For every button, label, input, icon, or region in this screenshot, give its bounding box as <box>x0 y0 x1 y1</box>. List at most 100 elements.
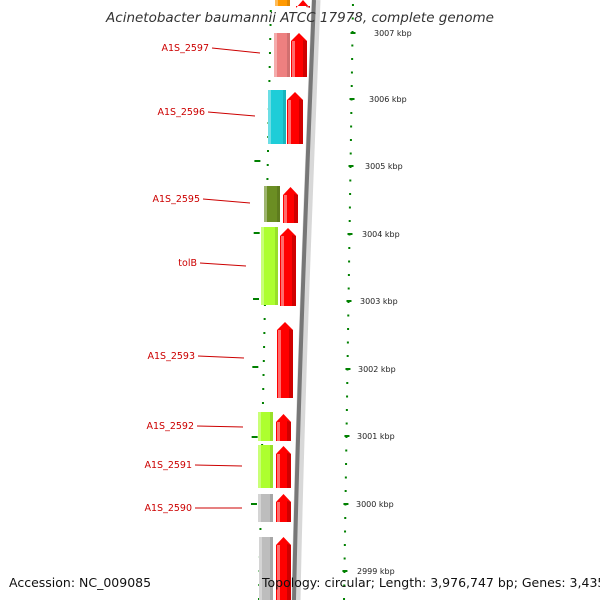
scale-minor-tick <box>346 395 349 398</box>
scale-label-3003: 3003 kbp <box>360 297 398 306</box>
scale-label-3000: 3000 kbp <box>356 500 394 509</box>
gene-block-a1s-2595-highlight <box>264 186 267 222</box>
scale-label-3004: 3004 kbp <box>362 230 400 239</box>
gene-block-a1s-2592 <box>258 412 273 441</box>
gene-block-a1s-2591-shade <box>270 445 273 488</box>
gene-block-a1s-2596-highlight <box>268 90 271 144</box>
feature-major-tick <box>254 160 261 162</box>
label-leader-1 <box>207 111 256 117</box>
gene-label-a1s-2596: A1S_2596 <box>158 107 206 118</box>
gene-block-a1s-2597 <box>274 33 290 77</box>
scale-minor-tick <box>345 449 348 452</box>
cds-arrow-top-shade <box>306 6 310 8</box>
gene-label-a1s-2590: A1S_2590 <box>145 503 193 514</box>
scale-minor-tick <box>344 517 347 519</box>
scale-minor-tick <box>350 85 353 87</box>
feature-tick <box>269 38 272 40</box>
scale-minor-tick <box>350 112 353 114</box>
gene-label-a1s-2592: A1S_2592 <box>147 421 195 432</box>
gene-block-top-shade <box>287 0 290 6</box>
label-leaders <box>194 47 261 509</box>
gene-label-a1s-2597: A1S_2597 <box>162 43 210 54</box>
cds-arrow-a1s-2593-highlight <box>278 330 281 398</box>
gene-label-a1s-2595: A1S_2595 <box>153 194 201 205</box>
gene-block-top-highlight <box>275 0 278 6</box>
label-leader-6 <box>194 464 243 467</box>
scale-label-3006: 3006 kbp <box>369 95 407 104</box>
cds-arrow-a1s-2591-highlight <box>277 454 280 488</box>
gene-block-a1s-2596-shade <box>283 90 286 144</box>
gene-label-a1s-2593: A1S_2593 <box>148 351 196 362</box>
scale-minor-tick <box>351 58 354 60</box>
gene-block-tolb <box>261 227 278 305</box>
feature-tick <box>262 374 265 376</box>
gene-block-a1s-2597-shade <box>287 33 290 77</box>
scale-minor-tick <box>349 152 352 155</box>
scale-minor-tick <box>343 557 346 560</box>
scale-minor-tick <box>349 139 352 141</box>
label-leader-5 <box>196 425 244 428</box>
cds-arrow-a1s-2595-highlight <box>284 195 287 223</box>
scale-minor-tick <box>350 71 353 74</box>
feature-tick <box>267 150 269 152</box>
scale-major-tick <box>348 165 354 167</box>
scale-major-tick <box>344 435 350 437</box>
gene-label-a1s-2591: A1S_2591 <box>145 460 193 471</box>
accession-text: Accession: NC_009085 <box>9 575 152 590</box>
scale-major-tick <box>345 368 351 370</box>
feature-major-tick <box>253 298 260 300</box>
cds-arrow-a1s-2593-shade <box>289 329 293 398</box>
gene-labels: A1S_2597 A1S_2596 A1S_2595 tolB A1S_2593… <box>145 43 210 514</box>
feature-tick <box>263 346 266 348</box>
scale-minor-tick <box>345 463 348 465</box>
scale-minor-tick <box>347 328 350 330</box>
gene-block-a1s-2597-highlight <box>274 33 277 77</box>
scale-minor-tick <box>348 220 351 222</box>
feature-tick <box>262 388 265 390</box>
feature-tick <box>263 318 266 320</box>
cds-arrow-tolb-shade <box>292 235 296 306</box>
scale-minor-tick <box>343 544 346 546</box>
feature-tick <box>263 332 266 334</box>
backbone-line <box>292 0 316 601</box>
cds-arrow-a1s-2596-highlight <box>288 100 291 144</box>
scale-minor-tick <box>347 314 350 317</box>
cds-arrow-bottom-highlight <box>277 545 280 600</box>
label-leader-0 <box>211 47 261 54</box>
gene-block-bottom-highlight <box>259 537 262 600</box>
cds-arrow-a1s-2591-shade <box>287 453 291 488</box>
feature-tick <box>269 10 272 12</box>
topology-stats: Topology: circular; Length: 3,976,747 bp… <box>262 575 600 590</box>
gene-block-a1s-2596 <box>268 90 286 144</box>
backbone-shadow <box>291 0 321 601</box>
feature-tick <box>268 80 271 82</box>
feature-tick <box>269 24 272 26</box>
scale-minor-tick <box>350 125 353 128</box>
scale-label-3005: 3005 kbp <box>365 162 403 171</box>
scale-label-3001: 3001 kbp <box>357 432 395 441</box>
scale-major-tick <box>350 32 356 34</box>
scale-label-3007: 3007 kbp <box>374 29 412 38</box>
scale-major-tick <box>347 233 353 235</box>
gene-block-a1s-2595-shade <box>277 186 280 222</box>
scale-minor-tick <box>351 44 354 47</box>
scale-major-tick <box>342 570 348 572</box>
cds-arrow-bottom-shade <box>287 544 291 600</box>
gene-block-a1s-2590 <box>258 494 273 522</box>
cds-arrow-a1s-2596-shade <box>299 99 303 144</box>
cds-arrow-a1s-2590-highlight <box>277 502 280 522</box>
label-leader-4 <box>197 355 245 359</box>
scale-minor-tick <box>348 206 351 209</box>
gene-block-top <box>275 0 290 6</box>
scale-minor-tick <box>343 584 346 587</box>
gene-block-a1s-2590-highlight <box>258 494 261 522</box>
cds-arrows <box>276 0 310 600</box>
scale-minor-tick <box>343 598 346 600</box>
gene-block-a1s-2595 <box>264 186 280 222</box>
backbone-layer <box>291 0 321 601</box>
scale-minor-tick <box>348 260 351 263</box>
feature-blocks <box>258 0 290 600</box>
scale-minor-tick <box>344 490 347 492</box>
feature-tick <box>266 164 269 166</box>
